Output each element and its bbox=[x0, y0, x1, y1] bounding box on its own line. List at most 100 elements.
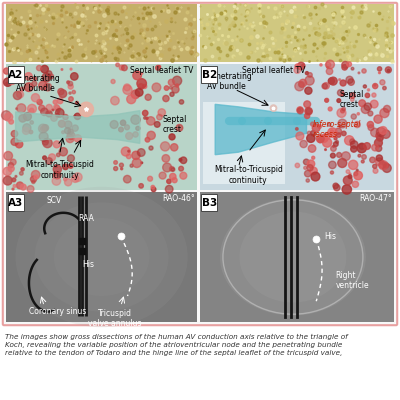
Circle shape bbox=[111, 80, 115, 84]
Circle shape bbox=[64, 179, 72, 186]
Circle shape bbox=[144, 117, 146, 119]
Circle shape bbox=[124, 125, 130, 130]
Circle shape bbox=[79, 102, 94, 116]
Circle shape bbox=[306, 179, 310, 182]
Circle shape bbox=[299, 79, 307, 87]
Circle shape bbox=[132, 158, 142, 168]
Circle shape bbox=[133, 132, 138, 137]
Circle shape bbox=[306, 108, 312, 114]
Circle shape bbox=[311, 172, 320, 181]
Text: Right
ventricle: Right ventricle bbox=[336, 271, 369, 290]
Text: Septal
crest: Septal crest bbox=[340, 90, 364, 109]
Circle shape bbox=[170, 173, 176, 180]
Circle shape bbox=[378, 72, 380, 74]
Circle shape bbox=[179, 100, 184, 104]
Polygon shape bbox=[215, 104, 306, 155]
Circle shape bbox=[346, 76, 353, 84]
Circle shape bbox=[119, 163, 124, 167]
Circle shape bbox=[170, 144, 178, 151]
Circle shape bbox=[168, 79, 174, 86]
Circle shape bbox=[124, 84, 130, 91]
Circle shape bbox=[43, 156, 46, 160]
Text: SCV: SCV bbox=[46, 196, 62, 205]
Circle shape bbox=[110, 120, 118, 128]
Bar bbox=[201, 194, 217, 211]
Circle shape bbox=[137, 79, 146, 88]
Circle shape bbox=[358, 154, 361, 157]
Circle shape bbox=[337, 99, 341, 102]
Circle shape bbox=[12, 75, 15, 78]
Circle shape bbox=[352, 181, 358, 188]
Circle shape bbox=[354, 171, 362, 180]
Circle shape bbox=[39, 81, 47, 90]
Circle shape bbox=[179, 158, 182, 161]
Circle shape bbox=[53, 141, 60, 148]
Circle shape bbox=[351, 114, 356, 119]
Circle shape bbox=[64, 128, 71, 134]
Circle shape bbox=[373, 168, 378, 173]
Text: RAO-46°: RAO-46° bbox=[162, 194, 195, 203]
Circle shape bbox=[54, 105, 59, 110]
Circle shape bbox=[70, 73, 78, 80]
Circle shape bbox=[349, 173, 351, 175]
Circle shape bbox=[18, 79, 20, 82]
Circle shape bbox=[316, 135, 324, 143]
Circle shape bbox=[17, 91, 24, 98]
Circle shape bbox=[158, 109, 166, 116]
Circle shape bbox=[57, 111, 60, 113]
Circle shape bbox=[147, 131, 155, 140]
Circle shape bbox=[383, 164, 391, 172]
Circle shape bbox=[145, 137, 150, 142]
Circle shape bbox=[142, 110, 148, 116]
Circle shape bbox=[376, 158, 383, 166]
Circle shape bbox=[163, 163, 172, 172]
Circle shape bbox=[377, 135, 383, 141]
Circle shape bbox=[16, 108, 17, 110]
Circle shape bbox=[342, 64, 347, 70]
Circle shape bbox=[305, 108, 312, 115]
Circle shape bbox=[63, 114, 68, 120]
Circle shape bbox=[376, 132, 382, 139]
Circle shape bbox=[57, 98, 63, 104]
Circle shape bbox=[44, 140, 48, 143]
Circle shape bbox=[379, 161, 388, 170]
Circle shape bbox=[318, 124, 322, 128]
Circle shape bbox=[16, 140, 23, 148]
Circle shape bbox=[326, 60, 334, 69]
Circle shape bbox=[310, 131, 316, 136]
Circle shape bbox=[25, 73, 32, 80]
Circle shape bbox=[137, 149, 145, 156]
Circle shape bbox=[334, 142, 338, 146]
Text: B3: B3 bbox=[202, 198, 217, 208]
Circle shape bbox=[351, 146, 357, 152]
Circle shape bbox=[342, 107, 345, 111]
Circle shape bbox=[141, 72, 143, 74]
Circle shape bbox=[336, 140, 338, 143]
Circle shape bbox=[74, 135, 81, 142]
Circle shape bbox=[32, 180, 35, 184]
Circle shape bbox=[40, 126, 46, 132]
Circle shape bbox=[62, 131, 64, 134]
Circle shape bbox=[46, 104, 52, 111]
Circle shape bbox=[34, 175, 38, 179]
Circle shape bbox=[72, 90, 76, 94]
Circle shape bbox=[329, 161, 336, 169]
Circle shape bbox=[136, 126, 140, 130]
Circle shape bbox=[159, 172, 166, 179]
Circle shape bbox=[370, 100, 378, 108]
Text: A3: A3 bbox=[8, 198, 23, 208]
Circle shape bbox=[52, 109, 54, 111]
Circle shape bbox=[342, 62, 349, 68]
Circle shape bbox=[67, 132, 75, 140]
Circle shape bbox=[341, 109, 344, 113]
Circle shape bbox=[16, 182, 23, 189]
Circle shape bbox=[124, 175, 131, 183]
Circle shape bbox=[338, 90, 344, 96]
Circle shape bbox=[297, 62, 305, 70]
Circle shape bbox=[2, 111, 11, 120]
Circle shape bbox=[114, 166, 118, 170]
Circle shape bbox=[376, 145, 382, 152]
Circle shape bbox=[170, 86, 172, 89]
Circle shape bbox=[325, 98, 328, 102]
Circle shape bbox=[371, 128, 379, 137]
